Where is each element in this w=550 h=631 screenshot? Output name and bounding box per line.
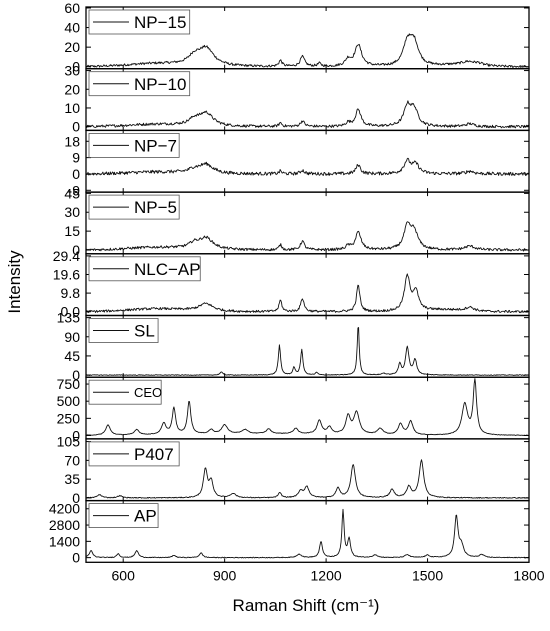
y-axis-label: Intensity — [5, 250, 24, 314]
legend-label: NLC−AP — [134, 260, 201, 279]
legend-label: NP−5 — [134, 198, 177, 217]
legend: NP−5 — [88, 194, 180, 220]
x-axis: 600 900 1200 1500 1800 — [112, 567, 545, 583]
y-tick-label: 35 — [64, 471, 80, 487]
y-tick-label: 19.6 — [53, 266, 80, 282]
y-tick-label: 1400 — [49, 533, 80, 549]
x-axis-label: Raman Shift (cm⁻¹) — [233, 596, 380, 615]
y-tick-label: 0 — [72, 550, 80, 566]
series-line — [85, 157, 530, 176]
y-tick-label: 0 — [72, 427, 80, 443]
y-tick-label: 20 — [64, 81, 80, 97]
y-tick-label: 500 — [57, 393, 81, 409]
panel-4: 0.0 9.8 19.6 29.4 NLC−AP — [53, 248, 530, 320]
y-tick-label: 0 — [72, 59, 80, 75]
legend: AP — [88, 503, 159, 529]
legend: NP−15 — [88, 9, 191, 35]
panel-0: 0 20 40 60 NP−15 — [64, 0, 530, 75]
legend: P407 — [88, 441, 180, 467]
y-tick-label: 29.4 — [53, 248, 80, 264]
panel-1: 0 10 20 30 NP−10 — [64, 63, 530, 135]
x-tick-label: 1500 — [412, 567, 443, 583]
legend-label: NP−10 — [134, 75, 186, 94]
y-tick-label: 9.8 — [61, 285, 81, 301]
y-tick-label: 0 — [72, 166, 80, 182]
legend-label: CEO — [134, 385, 162, 400]
panel-frame — [85, 499, 530, 563]
panel-7: 0 35 70 105 P407 — [57, 434, 530, 506]
y-tick-label: 45 — [64, 348, 80, 364]
legend: SL — [88, 318, 159, 343]
legend-label: NP−7 — [134, 137, 177, 156]
y-tick-label: 18 — [64, 133, 80, 149]
y-tick-label: 70 — [64, 452, 80, 468]
series-line — [85, 100, 530, 129]
y-tick-label: 10 — [64, 100, 80, 116]
legend-label: NP−15 — [134, 13, 186, 32]
x-tick-label: 900 — [213, 567, 237, 583]
legend-label: SL — [134, 322, 155, 341]
x-tick-label: 600 — [112, 567, 136, 583]
y-tick-label: 20 — [64, 39, 80, 55]
y-tick-label: 0 — [72, 242, 80, 258]
series-line — [85, 273, 530, 314]
legend: NLC−AP — [88, 256, 201, 282]
series-line — [85, 221, 530, 252]
legend: NP−7 — [88, 132, 180, 158]
x-tick-label: 1800 — [513, 567, 544, 583]
series-line — [85, 327, 530, 376]
legend: NP−10 — [88, 71, 191, 97]
y-tick-label: 9 — [72, 150, 80, 166]
legend-label: AP — [134, 507, 157, 526]
y-tick-label: 105 — [57, 434, 81, 450]
y-tick-label: 30 — [64, 204, 80, 220]
y-tick-label: 15 — [64, 223, 80, 239]
y-tick-label: 0 — [72, 490, 80, 506]
legend: CEO — [88, 379, 162, 405]
y-tick-label: 45 — [64, 185, 80, 201]
panel-3: 0 15 30 45 NP−5 — [64, 185, 530, 258]
y-tick-label: 40 — [64, 20, 80, 36]
y-tick-label: 4200 — [49, 501, 80, 517]
y-tick-label: 135 — [57, 310, 81, 326]
y-tick-label: 2800 — [49, 517, 80, 533]
y-tick-label: 0 — [72, 119, 80, 135]
y-tick-label: 90 — [64, 329, 80, 345]
series-line — [85, 378, 530, 436]
series-line — [85, 508, 530, 559]
legend-label: P407 — [134, 445, 174, 464]
y-tick-label: -9 — [68, 182, 81, 198]
x-tick-label: 1200 — [311, 567, 342, 583]
series-line — [85, 459, 530, 499]
series-line — [85, 33, 530, 69]
y-tick-label: 0 — [72, 367, 80, 383]
y-tick-label: 750 — [57, 376, 81, 392]
panel-5: 0 45 90 135 SL — [57, 310, 530, 383]
y-tick-label: 60 — [64, 0, 80, 16]
y-tick-label: 30 — [64, 63, 80, 79]
y-tick-label: 0.0 — [61, 304, 81, 320]
y-tick-label: 250 — [57, 410, 81, 426]
